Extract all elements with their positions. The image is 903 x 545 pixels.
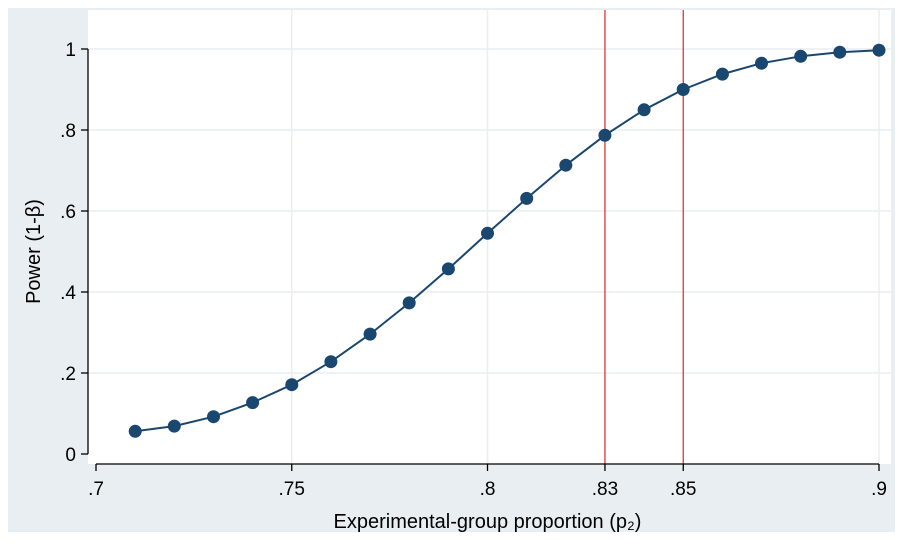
x-tick-label: .8 — [480, 479, 496, 500]
series — [128, 43, 886, 438]
x-tick-label: .85 — [670, 479, 696, 500]
data-point — [794, 49, 808, 63]
data-point — [246, 396, 260, 410]
y-tick-label: 1 — [65, 40, 76, 61]
x-tick-label: .7 — [88, 479, 104, 500]
data-point — [637, 103, 651, 117]
data-point — [676, 83, 690, 96]
data-point — [207, 410, 220, 424]
data-point — [167, 419, 181, 433]
y-tick-label: .8 — [60, 121, 76, 142]
data-point — [324, 355, 338, 369]
data-point — [481, 226, 494, 240]
data-point — [755, 56, 768, 70]
data-point — [128, 424, 142, 438]
x-tick-label: .75 — [279, 479, 305, 500]
y-tick-label: .6 — [60, 202, 76, 223]
data-point — [402, 296, 416, 310]
y-axis-title: Power (1-β) — [23, 199, 45, 304]
y-tick-label: .4 — [60, 283, 76, 304]
x-axis-title: Experimental-group proportion (p₂) — [334, 511, 642, 533]
data-point — [833, 45, 847, 59]
y-tick-label: 0 — [65, 445, 76, 466]
data-point — [598, 128, 612, 142]
data-point — [441, 262, 455, 276]
series-line — [135, 49, 880, 433]
data-point — [872, 43, 886, 57]
data-point — [520, 191, 534, 205]
data-point — [363, 327, 377, 341]
y-tick-label: .2 — [60, 364, 76, 385]
data-point — [285, 378, 299, 392]
axes: 0 .2 .4 .6 .8 1 .7 .75 .8 .83 .85 .9 — [60, 40, 887, 500]
grid-lines — [88, 10, 891, 464]
data-point — [715, 67, 729, 81]
x-tick-label: .9 — [871, 479, 887, 500]
x-tick-label: .83 — [592, 479, 618, 500]
data-point — [559, 158, 573, 172]
